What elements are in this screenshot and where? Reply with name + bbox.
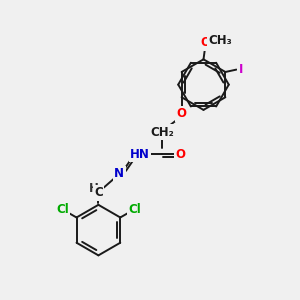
Text: C: C <box>94 186 103 200</box>
Text: O: O <box>176 148 186 161</box>
Text: HN: HN <box>130 148 150 161</box>
Text: I: I <box>238 63 243 76</box>
Text: CH₂: CH₂ <box>150 125 174 139</box>
Text: Cl: Cl <box>56 202 69 216</box>
Text: O: O <box>177 107 187 120</box>
Text: O: O <box>200 37 210 50</box>
Text: N: N <box>114 167 124 180</box>
Text: H: H <box>89 182 99 195</box>
Text: CH₃: CH₃ <box>208 34 232 47</box>
Text: Cl: Cl <box>128 202 141 216</box>
